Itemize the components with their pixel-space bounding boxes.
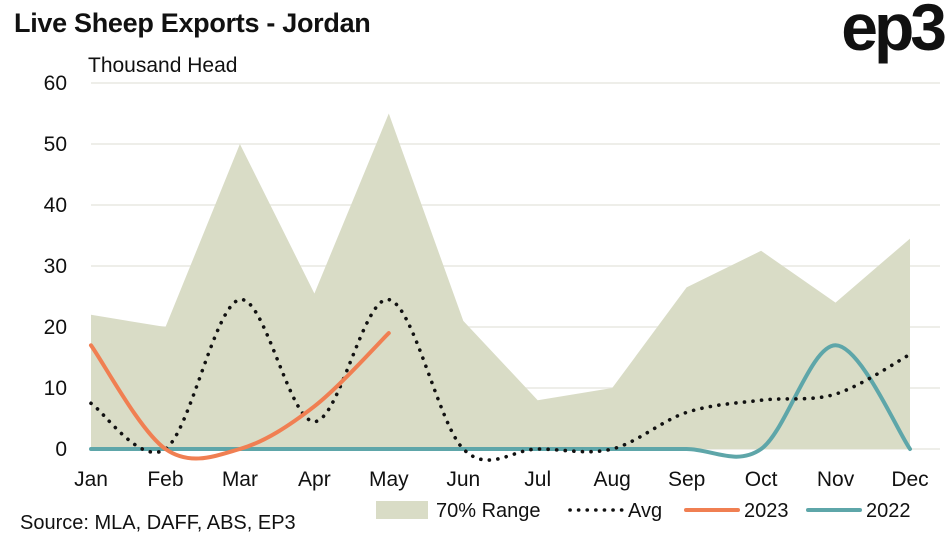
y-tick-label-50: 50 — [44, 133, 67, 156]
x-tick-label-nov: Nov — [817, 468, 855, 491]
x-tick-label-sep: Sep — [668, 468, 705, 491]
legend-item-2023: 2023 — [684, 500, 789, 522]
legend-label-range: 70% Range — [436, 500, 541, 522]
x-tick-label-feb: Feb — [147, 468, 183, 491]
legend-label-avg: Avg — [628, 500, 662, 522]
chart-title: Live Sheep Exports - Jordan — [14, 8, 371, 38]
series-lines-group — [89, 297, 912, 462]
y-tick-label-40: 40 — [44, 194, 67, 217]
legend-item-2022: 2022 — [806, 500, 911, 522]
x-tick-label-mar: Mar — [222, 468, 258, 491]
range-area — [91, 113, 910, 449]
x-tick-label-apr: Apr — [298, 468, 331, 491]
y-tick-label-0: 0 — [55, 438, 67, 461]
series-line-avg — [89, 297, 912, 462]
legend-label-2023: 2023 — [744, 500, 789, 522]
legend-label-2022: 2022 — [866, 500, 911, 522]
x-tick-label-aug: Aug — [593, 468, 630, 491]
range-area-group — [91, 113, 910, 449]
x-tick-label-jul: Jul — [524, 468, 551, 491]
x-tick-label-jun: Jun — [446, 468, 480, 491]
x-tick-label-dec: Dec — [891, 468, 928, 491]
x-tick-label-may: May — [369, 468, 409, 491]
x-tick-label-jan: Jan — [74, 468, 108, 491]
legend-swatch-range — [376, 501, 428, 519]
source-note: Source: MLA, DAFF, ABS, EP3 — [20, 512, 296, 534]
y-tick-label-60: 60 — [44, 72, 67, 95]
y-tick-label-30: 30 — [44, 255, 67, 278]
series-line-2023 — [89, 331, 391, 461]
x-axis-ticks: Jan Feb Mar Apr May Jun Jul Aug Sep Oct Nov Dec — [74, 468, 929, 491]
ep3-logo: ep3 — [841, 0, 947, 64]
y-tick-label-20: 20 — [44, 316, 67, 339]
legend: 70% Range Avg 2023 2022 — [376, 500, 911, 522]
legend-item-70-range: 70% Range — [376, 500, 541, 522]
x-tick-label-oct: Oct — [745, 468, 778, 491]
y-tick-label-10: 10 — [44, 377, 67, 400]
y-axis-ticks: 0 10 20 30 40 50 60 — [44, 72, 67, 461]
y-axis-unit-label: Thousand Head — [88, 54, 238, 77]
legend-item-avg: Avg — [568, 500, 662, 522]
